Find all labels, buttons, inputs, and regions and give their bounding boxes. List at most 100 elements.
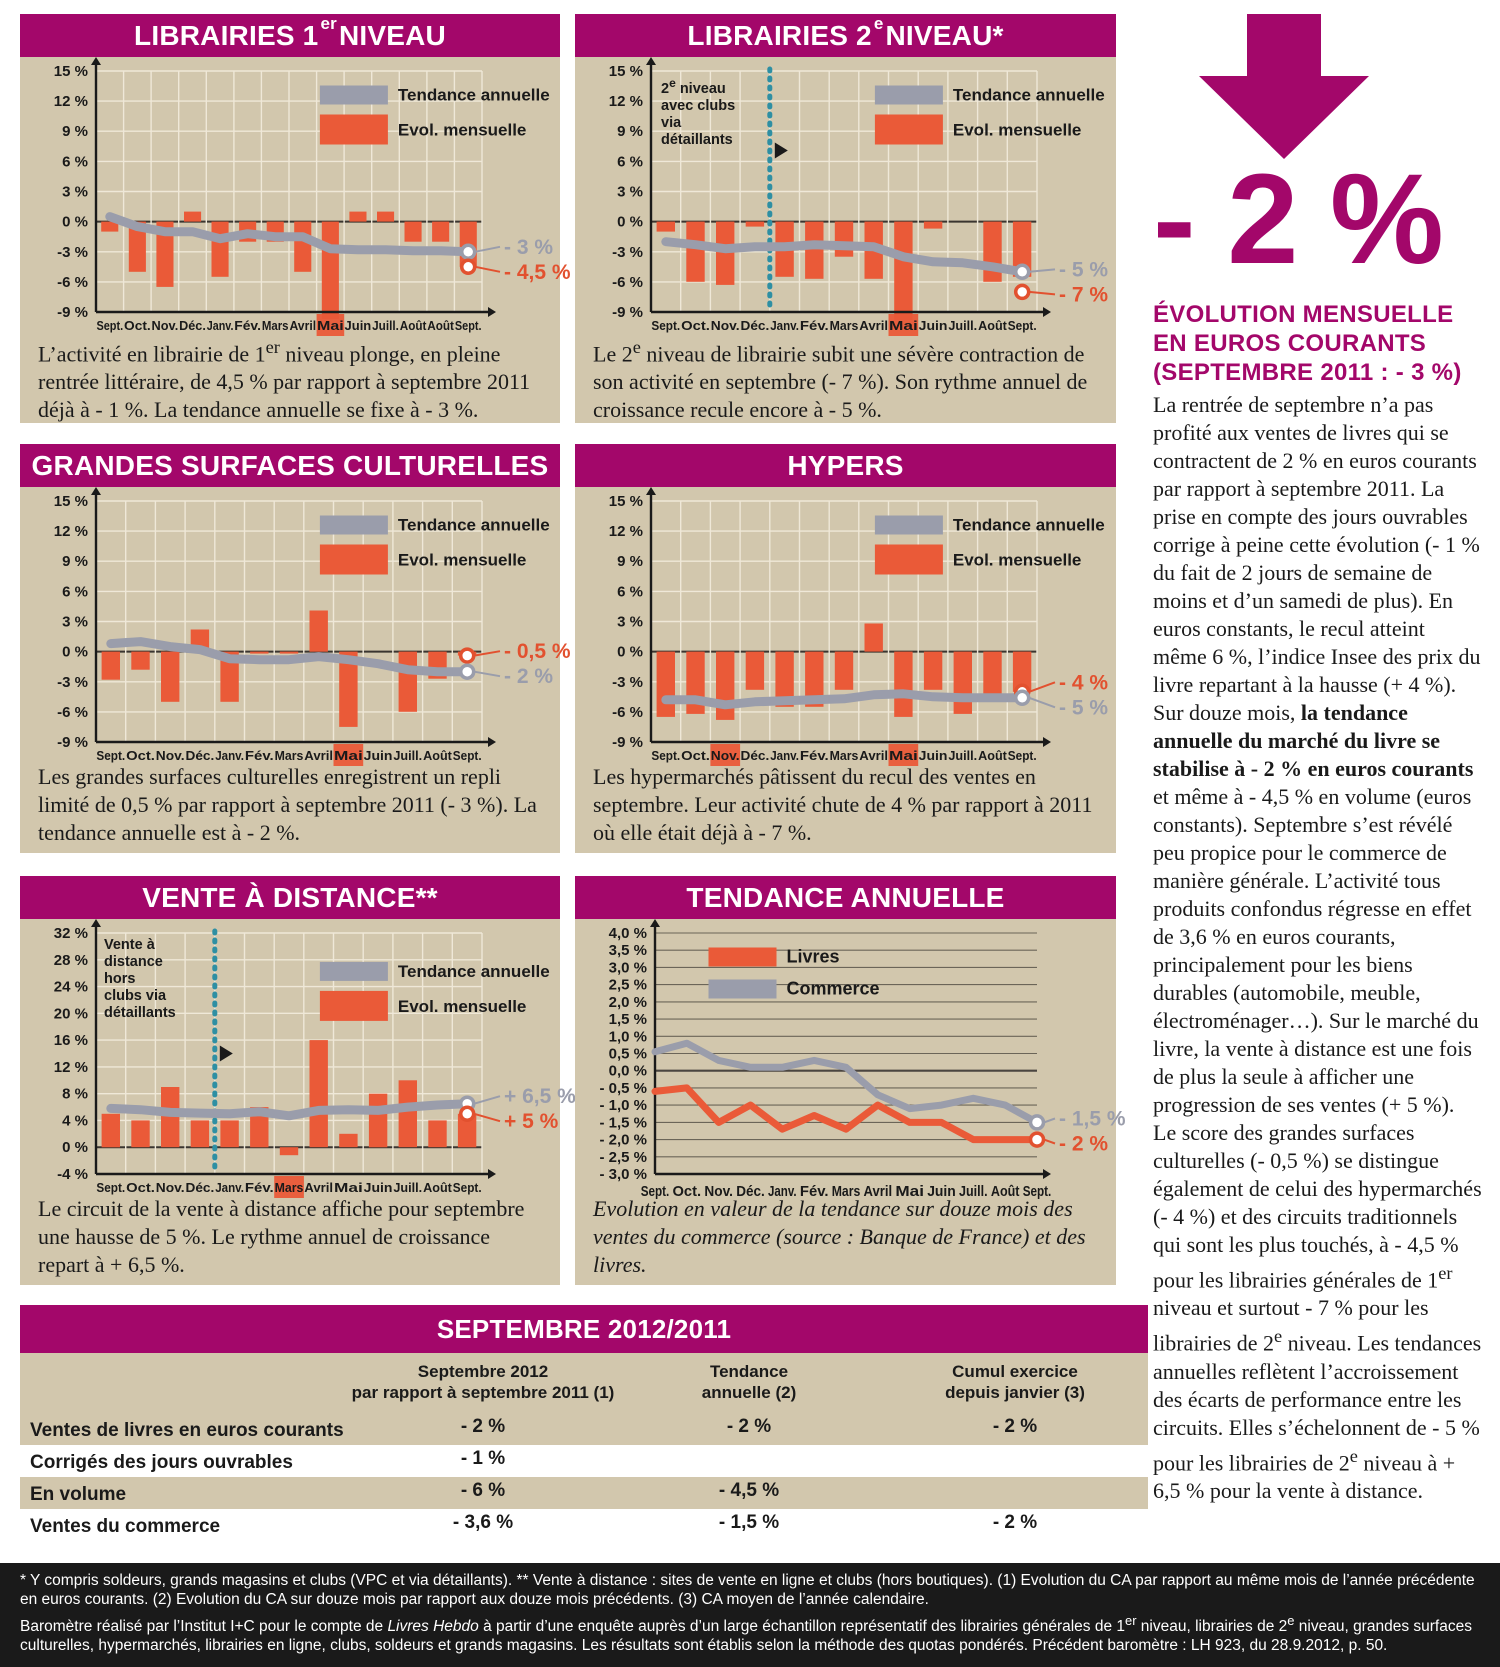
- svg-text:-3 %: -3 %: [612, 244, 643, 261]
- svg-text:-9 %: -9 %: [57, 734, 88, 751]
- svg-text:Sept.: Sept.: [651, 318, 680, 333]
- svg-text:Juill.: Juill.: [948, 318, 977, 333]
- svg-text:Juin: Juin: [364, 748, 393, 763]
- svg-text:12 %: 12 %: [609, 523, 643, 540]
- svg-text:- 2,5 %: - 2,5 %: [599, 1149, 647, 1166]
- svg-text:- 5 %: - 5 %: [1059, 258, 1108, 281]
- svg-text:15 %: 15 %: [609, 493, 643, 510]
- svg-text:Oct.: Oct.: [124, 318, 151, 333]
- svg-text:0 %: 0 %: [617, 214, 643, 231]
- svg-text:-6 %: -6 %: [612, 274, 643, 291]
- svg-text:-9 %: -9 %: [612, 734, 643, 751]
- svg-text:Mars: Mars: [262, 318, 289, 333]
- svg-text:1,5 %: 1,5 %: [609, 1011, 647, 1028]
- svg-text:9 %: 9 %: [62, 123, 88, 140]
- svg-text:- 7 %: - 7 %: [1059, 283, 1108, 306]
- svg-text:Mai: Mai: [317, 318, 344, 333]
- svg-text:Evol. mensuelle: Evol. mensuelle: [398, 551, 527, 570]
- svg-text:12 %: 12 %: [54, 93, 88, 110]
- svg-text:32 %: 32 %: [54, 925, 88, 942]
- svg-text:Juin: Juin: [919, 318, 948, 333]
- svg-text:Juin: Juin: [364, 1180, 393, 1195]
- svg-text:Fév.: Fév.: [245, 748, 274, 763]
- svg-text:Tendance annuelle: Tendance annuelle: [398, 86, 550, 105]
- svg-text:-6 %: -6 %: [57, 704, 88, 721]
- svg-text:Evol. mensuelle: Evol. mensuelle: [953, 551, 1082, 570]
- svg-text:-4 %: -4 %: [57, 1166, 88, 1183]
- svg-text:Nov.: Nov.: [711, 748, 740, 763]
- svg-text:Déc.: Déc.: [741, 318, 770, 333]
- svg-text:20 %: 20 %: [54, 1005, 88, 1022]
- svg-text:Janv.: Janv.: [215, 748, 244, 763]
- svg-text:0 %: 0 %: [62, 1139, 88, 1156]
- svg-text:- 4,5 %: - 4,5 %: [504, 261, 571, 284]
- svg-text:Avril: Avril: [304, 1180, 333, 1195]
- svg-text:Août: Août: [400, 318, 427, 333]
- svg-text:Sept.: Sept.: [651, 748, 680, 763]
- svg-text:Avril: Avril: [859, 748, 888, 763]
- svg-text:Août: Août: [978, 748, 1007, 763]
- svg-text:Sept.: Sept.: [455, 318, 482, 333]
- svg-text:Juill.: Juill.: [372, 318, 399, 333]
- svg-text:Evol. mensuelle: Evol. mensuelle: [398, 997, 527, 1016]
- svg-text:0 %: 0 %: [62, 214, 88, 231]
- svg-text:3 %: 3 %: [617, 614, 643, 631]
- svg-text:Juill.: Juill.: [393, 1180, 422, 1195]
- svg-text:Fév.: Fév.: [800, 748, 829, 763]
- svg-text:-3 %: -3 %: [57, 674, 88, 691]
- svg-text:Août: Août: [427, 318, 454, 333]
- svg-text:3,5 %: 3,5 %: [609, 942, 647, 959]
- svg-text:Déc.: Déc.: [186, 748, 215, 763]
- svg-text:Sept.: Sept.: [1008, 318, 1037, 333]
- svg-text:Tendance annuelle: Tendance annuelle: [398, 962, 550, 981]
- svg-text:Sept.: Sept.: [453, 748, 482, 763]
- svg-text:Sept.: Sept.: [1008, 748, 1037, 763]
- svg-text:- 0,5 %: - 0,5 %: [599, 1080, 647, 1097]
- svg-text:24 %: 24 %: [54, 979, 88, 996]
- svg-text:- 2,0 %: - 2,0 %: [599, 1132, 647, 1149]
- svg-text:Avril: Avril: [289, 318, 316, 333]
- svg-text:Mars: Mars: [275, 1180, 304, 1195]
- svg-text:Janv.: Janv.: [770, 748, 799, 763]
- svg-text:+ 5 %: + 5 %: [504, 1110, 559, 1133]
- svg-text:Août: Août: [978, 318, 1007, 333]
- svg-text:Sept.: Sept.: [96, 318, 123, 333]
- svg-text:Août: Août: [423, 1180, 452, 1195]
- svg-text:Nov.: Nov.: [152, 318, 179, 333]
- svg-text:Oct.: Oct.: [681, 318, 710, 333]
- svg-text:Fév.: Fév.: [245, 1180, 274, 1195]
- svg-text:0,0 %: 0,0 %: [609, 1063, 647, 1080]
- svg-text:Tendance annuelle: Tendance annuelle: [398, 516, 550, 535]
- svg-text:- 4 %: - 4 %: [1059, 671, 1108, 694]
- svg-text:Sept.: Sept.: [96, 748, 125, 763]
- svg-text:- 0,5 %: - 0,5 %: [504, 640, 571, 663]
- svg-text:3,0 %: 3,0 %: [609, 959, 647, 976]
- svg-text:12 %: 12 %: [609, 93, 643, 110]
- svg-text:Evol. mensuelle: Evol. mensuelle: [398, 121, 527, 140]
- svg-text:3 %: 3 %: [62, 614, 88, 631]
- svg-text:-3 %: -3 %: [612, 674, 643, 691]
- svg-text:Livres: Livres: [787, 947, 840, 967]
- svg-text:- 3 %: - 3 %: [504, 236, 553, 259]
- svg-text:12 %: 12 %: [54, 1059, 88, 1076]
- svg-text:9 %: 9 %: [617, 553, 643, 570]
- svg-text:4,0 %: 4,0 %: [609, 925, 647, 942]
- svg-text:6 %: 6 %: [617, 583, 643, 600]
- svg-text:- 3,0 %: - 3,0 %: [599, 1166, 647, 1183]
- svg-text:- 1,5 %: - 1,5 %: [1059, 1108, 1126, 1131]
- svg-text:0 %: 0 %: [617, 644, 643, 661]
- svg-text:Mai: Mai: [889, 748, 918, 763]
- svg-text:-6 %: -6 %: [612, 704, 643, 721]
- svg-text:- 1,5 %: - 1,5 %: [599, 1114, 647, 1131]
- svg-text:Juin: Juin: [919, 748, 948, 763]
- svg-text:Janv.: Janv.: [770, 318, 799, 333]
- svg-text:- 2 %: - 2 %: [1059, 1133, 1108, 1156]
- svg-text:6 %: 6 %: [617, 153, 643, 170]
- svg-text:Mai: Mai: [889, 318, 918, 333]
- svg-text:Fév.: Fév.: [800, 318, 829, 333]
- svg-text:Sept.: Sept.: [96, 1180, 125, 1195]
- svg-text:Tendance annuelle: Tendance annuelle: [953, 516, 1105, 535]
- svg-text:Tendance annuelle: Tendance annuelle: [953, 86, 1105, 105]
- svg-text:Mars: Mars: [830, 318, 859, 333]
- svg-text:9 %: 9 %: [62, 553, 88, 570]
